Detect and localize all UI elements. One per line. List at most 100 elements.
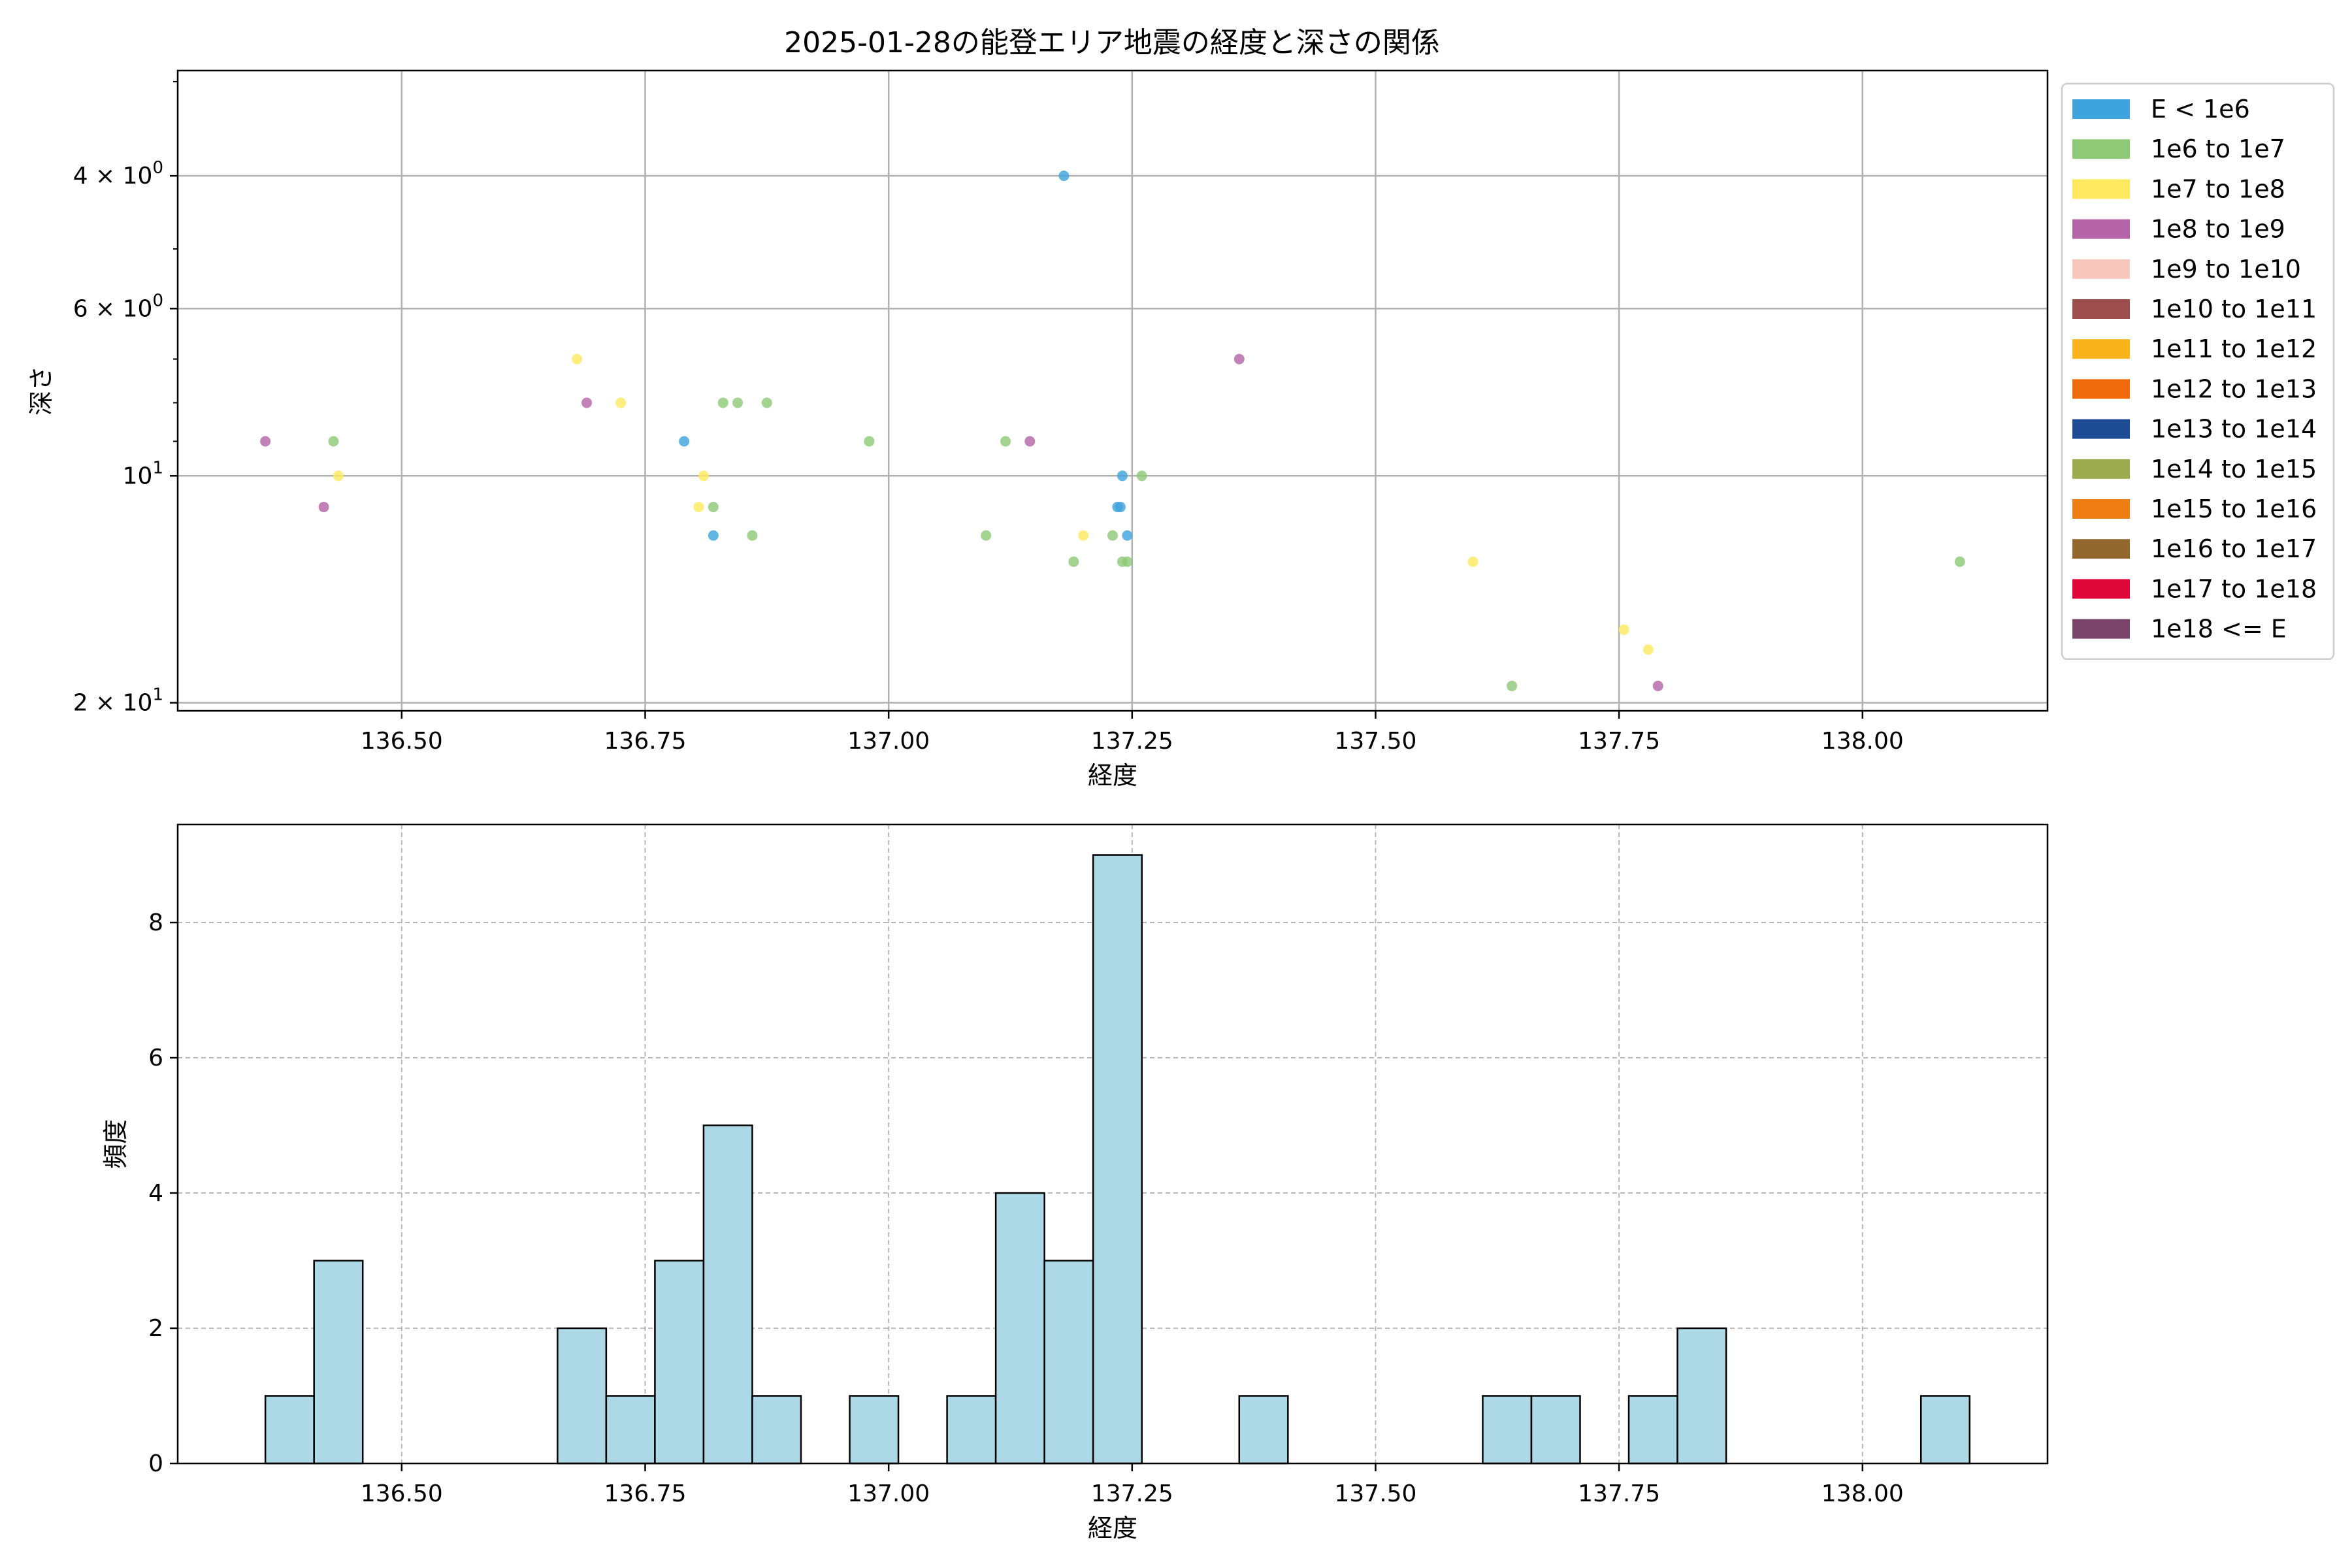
histogram-bar [1238,1395,1289,1465]
legend-swatch [2072,619,2130,639]
scatter-point [1233,353,1245,365]
scatter-point [1000,436,1011,447]
scatter-point [698,470,709,482]
scatter-point [708,530,719,541]
scatter-point [717,397,728,408]
histogram-x-axis-label: 経度 [1088,1514,1137,1543]
scatter-point [679,436,690,447]
histogram-y-ticks: 0 2 4 6 8 [148,909,178,1477]
scatter-point [1117,470,1128,482]
histogram-y-tick-label: 8 [148,909,163,936]
scatter-y-tick-label: 6 × 100 [73,291,163,322]
scatter-point [1618,624,1629,635]
legend-label: E < 1e6 [2151,95,2250,123]
scatter-point [1078,530,1089,541]
scatter-x-tick-label: 138.00 [1821,728,1904,755]
scatter-grid [178,71,2048,711]
histogram-x-tick-label: 138.00 [1821,1480,1904,1507]
histogram-x-tick-label: 136.75 [604,1480,687,1507]
histogram-bar [1043,1260,1094,1465]
scatter-point [1652,680,1663,691]
histogram-bar [1530,1395,1581,1465]
legend-label: 1e11 to 1e12 [2151,335,2317,363]
scatter-point [333,470,344,482]
scatter-point [864,436,875,447]
histogram-bar [605,1395,656,1465]
scatter-point [572,353,583,365]
scatter-point [328,436,339,447]
legend-label: 1e6 to 1e7 [2151,135,2285,163]
scatter-x-tick-label: 136.75 [604,728,687,755]
scatter-y-tick-exp: 0 [152,291,163,310]
scatter-y-tick-base: 2 × 10 [73,690,153,717]
scatter-frame [176,69,2049,712]
legend: E < 1e6 1e6 to 1e7 1e7 to 1e8 1e8 to 1e9 1e9… [2061,82,2335,661]
scatter-point [581,397,593,408]
histogram-bar [1919,1395,1970,1465]
scatter-y-tick-label: 101 [123,458,163,489]
legend-swatch [2072,139,2130,159]
histogram-x-tick-label: 137.00 [847,1480,930,1507]
scatter-point [761,397,772,408]
legend-label: 1e7 to 1e8 [2151,174,2285,203]
legend-label: 1e9 to 1e10 [2151,255,2301,284]
histogram-bar [557,1327,608,1465]
scatter-y-tick-exp: 1 [152,458,163,478]
histogram-frame [176,823,2049,1465]
scatter-point [615,397,627,408]
scatter-x-tick-label: 136.50 [361,728,443,755]
scatter-y-tick-base: 6 × 10 [73,295,153,322]
legend-swatch [2072,339,2130,359]
histogram-bar [1482,1395,1533,1465]
histogram-bar [264,1395,315,1465]
scatter-x-axis-label: 経度 [1088,761,1137,790]
scatter-point [1954,556,1965,567]
scatter-points [260,171,1965,691]
legend-label: 1e14 to 1e15 [2151,455,2317,483]
scatter-x-ticks: 136.50 136.75 137.00 137.25 137.50 137.75 138.… [361,711,1904,755]
histogram-bar [751,1395,802,1465]
scatter-x-tick-label: 137.50 [1334,728,1416,755]
scatter-point [732,397,743,408]
histogram-bars [264,854,1970,1465]
legend-swatch [2072,539,2130,559]
scatter-point [1024,436,1036,447]
scatter-point [1122,530,1133,541]
legend-label: 1e13 to 1e14 [2151,415,2317,444]
histogram-bar [702,1124,753,1465]
histogram-bar [1092,854,1143,1465]
scatter-x-tick-label: 137.25 [1091,728,1173,755]
scatter-point [747,530,758,541]
scatter-point [260,436,271,447]
scatter-y-tick-label: 4 × 100 [73,158,163,189]
scatter-y-tick-exp: 1 [152,685,163,705]
histogram-y-tick-label: 6 [148,1045,163,1071]
histogram-bar [946,1395,997,1465]
histogram-bar [1627,1395,1678,1465]
scatter-y-tick-exp: 0 [152,158,163,178]
scatter-point [1136,470,1147,482]
legend-swatch [2072,179,2130,199]
scatter-y-tick-base: 4 × 10 [73,163,153,189]
histogram-x-ticks: 136.50 136.75 137.00 137.25 137.50 137.75 138.… [361,1463,1904,1507]
scatter-point [318,502,329,513]
histogram-x-tick-label: 137.50 [1334,1480,1416,1507]
histogram-bar [313,1260,364,1465]
scatter-y-tick-label: 2 × 101 [73,685,163,717]
histogram-bar [849,1395,900,1465]
legend-label: 1e15 to 1e16 [2151,495,2317,523]
histogram-bar [1676,1327,1727,1465]
legend-swatch [2072,579,2130,599]
legend-label: 1e16 to 1e17 [2151,534,2317,563]
histogram-y-tick-label: 4 [148,1180,163,1207]
legend-label: 1e10 to 1e11 [2151,295,2317,323]
scatter-point [1467,556,1478,567]
scatter-x-tick-label: 137.00 [847,728,930,755]
scatter-point [1115,502,1126,513]
legend-label: 1e17 to 1e18 [2151,574,2317,603]
scatter-point [981,530,992,541]
scatter-point [1058,171,1070,182]
histogram-x-tick-label: 137.25 [1091,1480,1173,1507]
